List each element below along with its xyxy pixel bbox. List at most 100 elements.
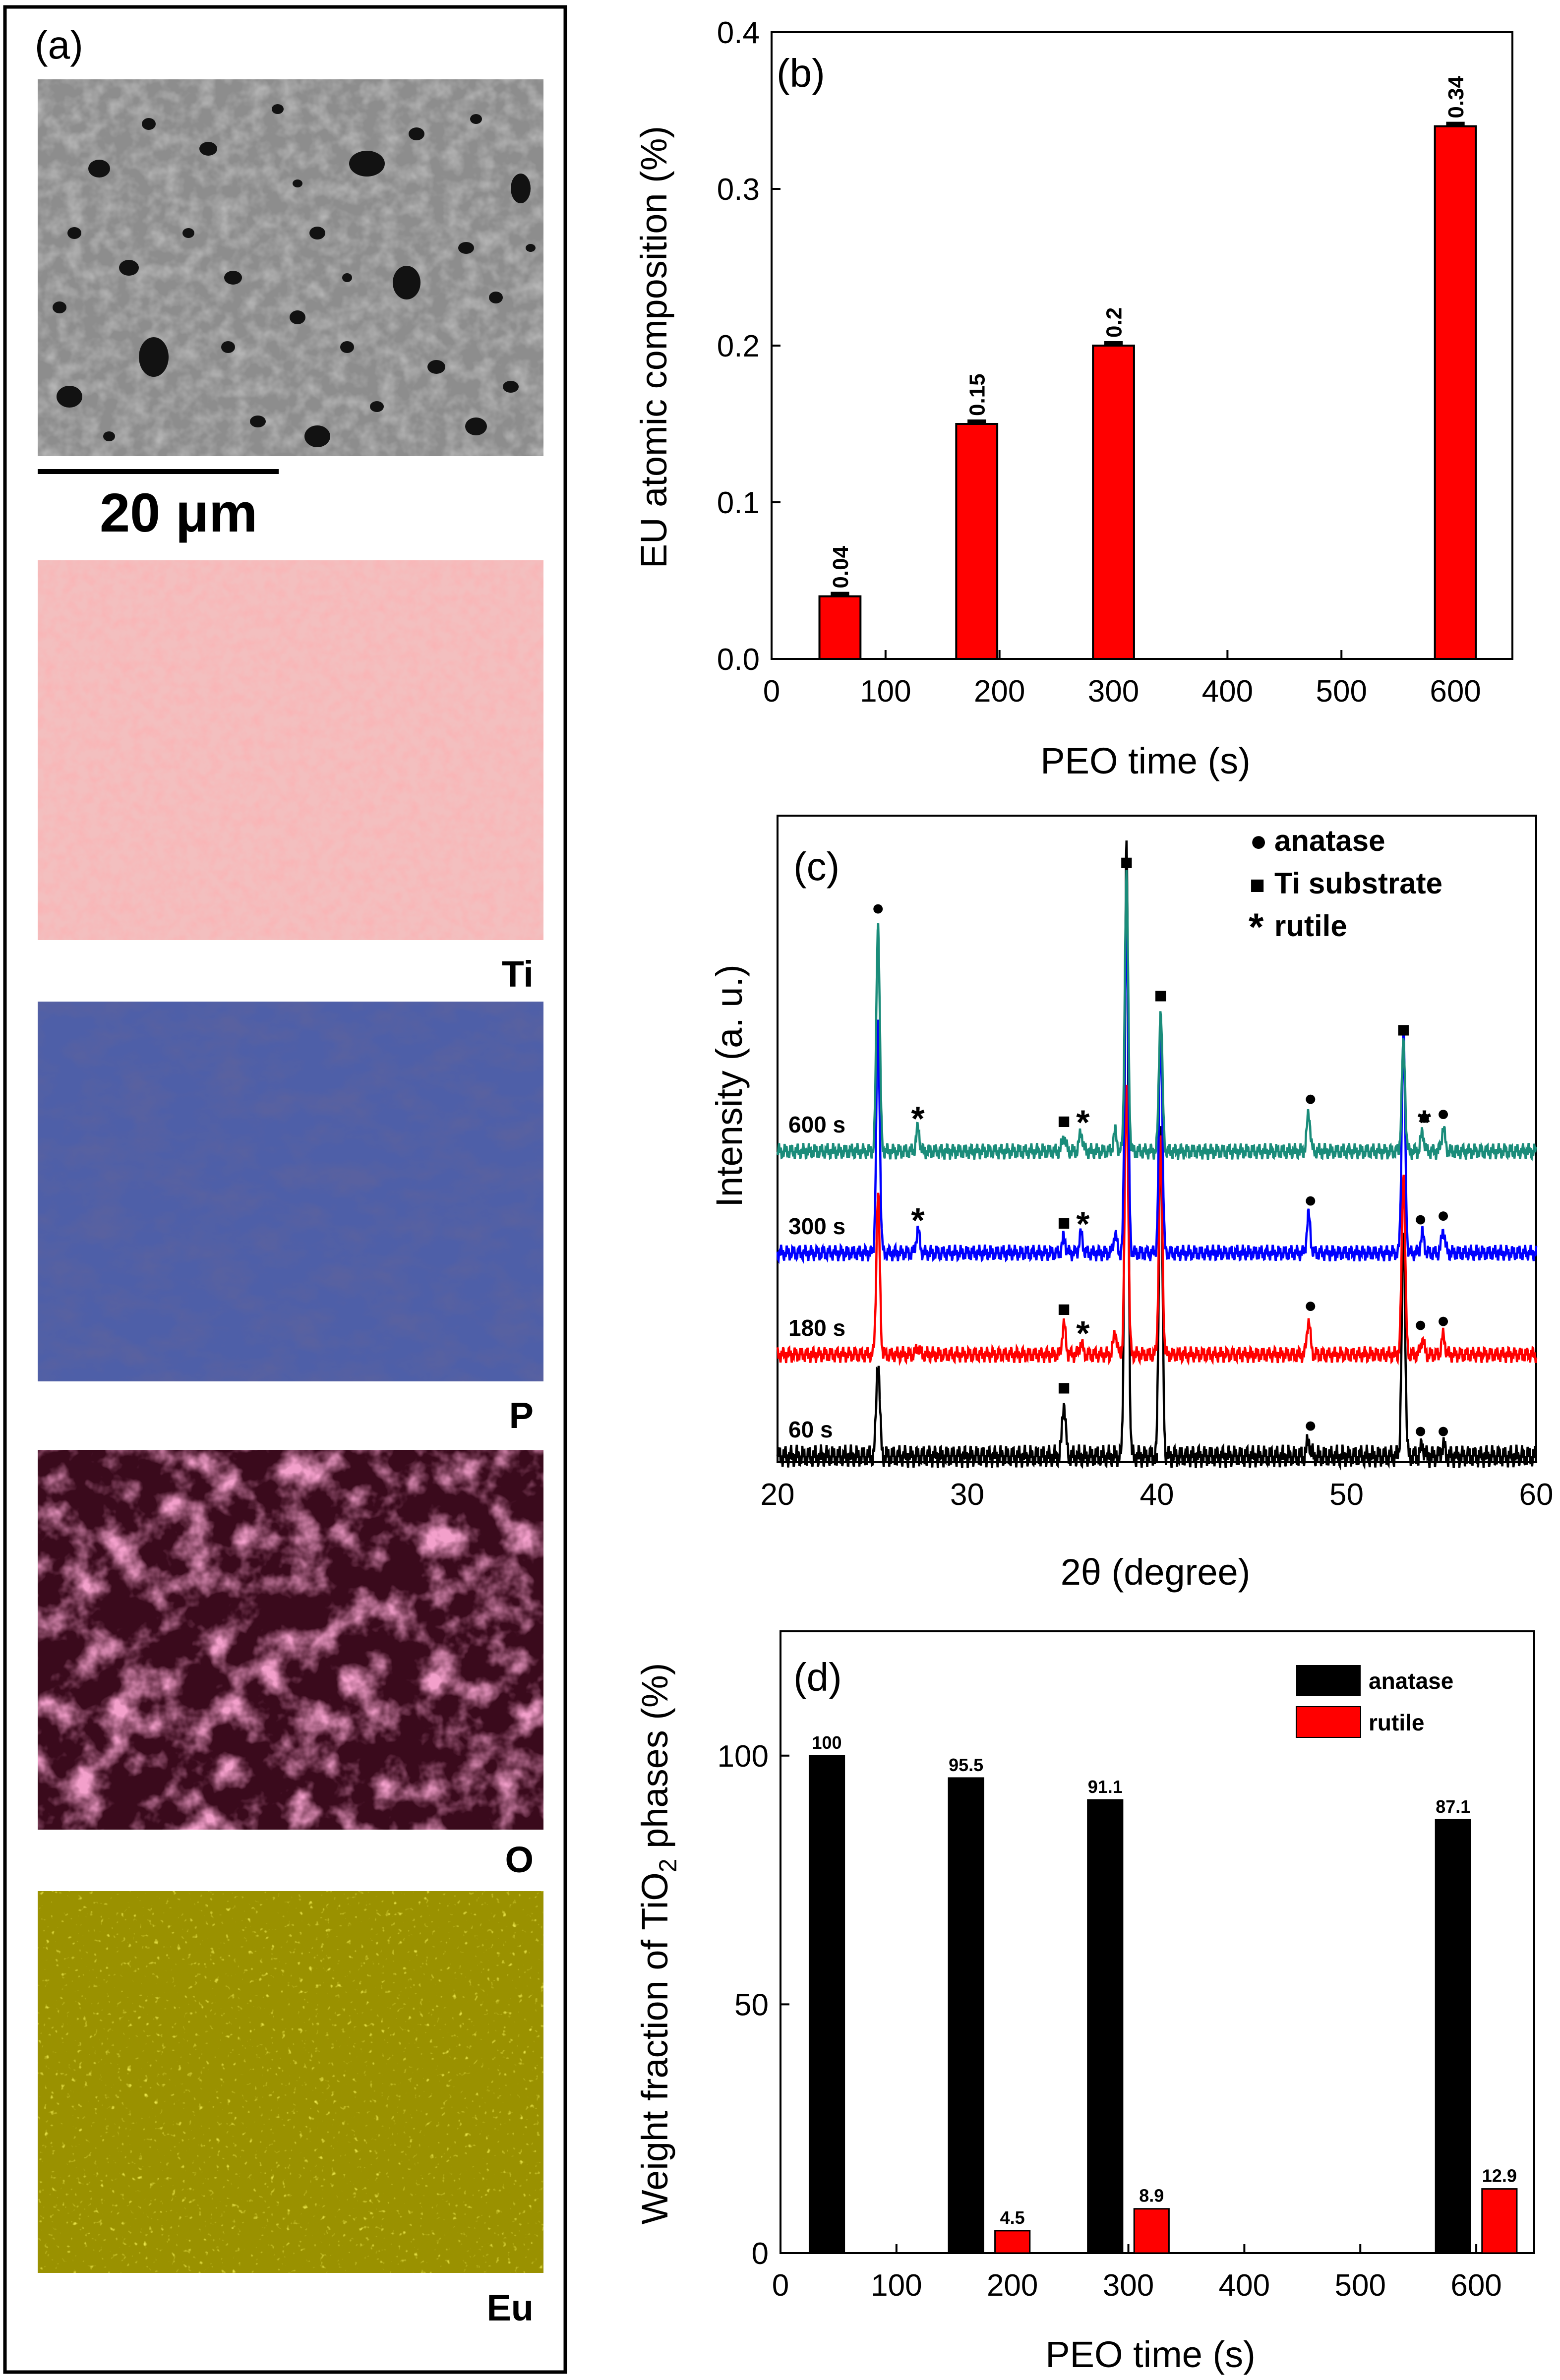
panel-b-axes-frame [771,31,1513,660]
panel-c-ti-marker: ■ [1154,983,1167,1008]
panel-c-anatase-marker: ● [1437,1418,1450,1442]
legend-rutile-symbol: * [1249,905,1264,949]
panel-b-x-tick-label: 300 [1088,674,1139,709]
panel-c-pattern-line [776,913,1538,1264]
legend-ti-substrate-symbol: ■ [1250,871,1265,899]
panel-b-bar-cap [831,592,849,596]
panel-c-series-label: 60 s [788,1417,833,1442]
panel-c-anatase-marker: ● [1414,1418,1427,1442]
panel-b-bar-cap [1104,341,1123,346]
panel-c-anatase-marker: ● [1414,1207,1427,1231]
panel-c-anatase-marker: ● [1437,1101,1450,1126]
panel-c-anatase-marker: ● [1437,1203,1450,1227]
panel-c-x-ticks: 20 30 40 50 60 [761,1453,1553,1512]
panel-d-bar-anatase [1435,1819,1471,2254]
panel-b-y-tick-label: 0.2 [717,329,760,363]
panel-b-y-tick-label: 0.4 [717,16,760,50]
panel-c-legend: ● anatase ■ Ti substrate * rutile [1249,824,1442,949]
panel-c-rutile-marker: * [1076,1205,1090,1244]
panel-c-x-tick-label: 40 [1140,1478,1174,1512]
panel-b-x-tick-label: 100 [860,674,911,709]
panel-b-y-tick-label: 0.0 [717,643,760,677]
scale-bar-label: 20 μm [100,482,257,543]
panel-b-x-ticks: 0 100 200 300 400 500 600 [763,650,1481,709]
panel-c-series-label: 180 s [788,1315,845,1341]
eds-map-p [38,1002,543,1381]
panel-d-data-label: 12.9 [1482,2166,1517,2186]
panel-b-bar-cap [967,419,986,424]
panel-d-x-ticks: 0 100 200 300 400 500 600 [772,2244,1502,2303]
panel-b-y-ticks: 0.0 0.1 0.2 0.3 0.4 [717,16,780,677]
panel-d-bar-anatase [948,1777,984,2254]
panel-c-anatase-marker: ● [1418,1105,1431,1130]
panel-d-x-tick-label: 300 [1103,2268,1154,2303]
sem-image [38,79,543,456]
panel-c-ti-marker: ■ [1057,1297,1071,1321]
panel-c-ti-marker: ■ [1057,1375,1071,1400]
panel-c-anatase-marker: ● [1304,1086,1318,1110]
panel-b-x-tick-label: 200 [974,674,1025,709]
panel-c-series-label: 600 s [788,1112,845,1137]
panel-c-ti-marker: ■ [1120,850,1134,875]
panel-b-y-axis-label: EU atomic composition (%) [633,126,674,568]
panel-b-data-label: 0.34 [1444,75,1468,118]
panel-a-label: (a) [35,23,83,67]
panel-d-legend: anatase rutile [1296,1665,1453,1738]
panel-d-x-tick-label: 600 [1450,2268,1501,2303]
panel-d-x-tick-label: 100 [871,2268,922,2303]
eds-map-eu [38,1891,543,2273]
panel-c-ti-marker: ■ [1057,1210,1071,1235]
legend-anatase-swatch [1296,1665,1361,1696]
panel-d-bar-anatase [1087,1799,1124,2254]
panel-d-x-axis-label: PEO time (s) [1045,2334,1255,2375]
panel-c-rutile-marker: * [1076,1314,1090,1353]
panel-c-rutile-marker: * [911,1099,925,1138]
panel-a-frame [3,5,567,2374]
panel-d-data-label: 91.1 [1088,1777,1123,1797]
panel-d: (d) anatase rutile 0 50 100 0 100 200 300 400 5… [634,1630,1535,2375]
panel-c-rutile-marker: * [1418,1103,1432,1142]
panel-c-anatase-marker: ● [1304,1413,1318,1437]
panel-c-anatase-marker: ● [1304,1293,1318,1317]
panel-c-anatase-marker: ● [1304,1188,1318,1212]
panel-d-bar-anatase [808,1755,845,2254]
eds-label-o: O [505,1839,534,1880]
panel-c-x-tick-label: 30 [950,1478,984,1512]
panel-b-y-tick-label: 0.1 [717,486,760,520]
panel-c-ti-marker: ■ [1057,1109,1071,1133]
panel-b-bar [955,423,999,660]
panel-d-y-ticks: 0 50 100 [718,1739,789,2271]
panel-d-data-label: 100 [812,1732,841,1753]
panel-b-bar [818,595,862,660]
legend-rutile-swatch [1296,1706,1361,1738]
panel-d-x-tick-label: 400 [1219,2268,1270,2303]
panel-a: (a) [3,5,567,2374]
panel-d-x-tick-label: 0 [772,2268,789,2303]
panel-c-anatase-marker: ● [1437,1309,1450,1333]
legend-anatase-symbol: ● [1250,824,1267,857]
legend-anatase-label: anatase [1369,1668,1453,1694]
panel-c-ti-marker: ■ [1397,1017,1410,1042]
panel-b-bar-cap [1446,121,1465,126]
panel-b: (b) 0.00.10.20.30.4 0 100 200 300 400 500 600 … [633,16,1513,781]
panel-c-series-label: 300 s [788,1213,845,1239]
panel-b-x-tick-label: 0 [763,674,780,709]
panel-c-pattern-line [776,870,1537,1162]
panel-c-series: 60 s■● ● ●180 s■*●● ●300 s ■ **●● ●600 s●* ■ *■■… [776,840,1538,1471]
panel-d-x-tick-label: 200 [987,2268,1038,2303]
panel-b-x-tick-label: 600 [1430,674,1481,709]
panel-d-bar-rutile [1481,2188,1518,2254]
panel-d-data-label: 95.5 [949,1755,983,1775]
panel-b-bars: 0.04 0.15 0.2 0.34 [818,75,1477,660]
panel-b-data-label: 0.2 [1102,307,1127,338]
panel-c-rutile-marker: * [1076,1103,1090,1142]
legend-ti-substrate-label: Ti substrate [1274,867,1442,900]
legend-rutile-label: rutile [1274,909,1347,943]
panel-c-label: (c) [793,844,840,889]
panel-d-y-axis-label: Weight fraction of TiO2 phases (%) [634,1663,682,2225]
panel-c-pattern-line [776,1084,1538,1367]
panel-d-data-label: 8.9 [1139,2186,1164,2206]
panel-c-pattern-line [776,840,1538,1471]
eds-label-p: P [509,1395,534,1436]
